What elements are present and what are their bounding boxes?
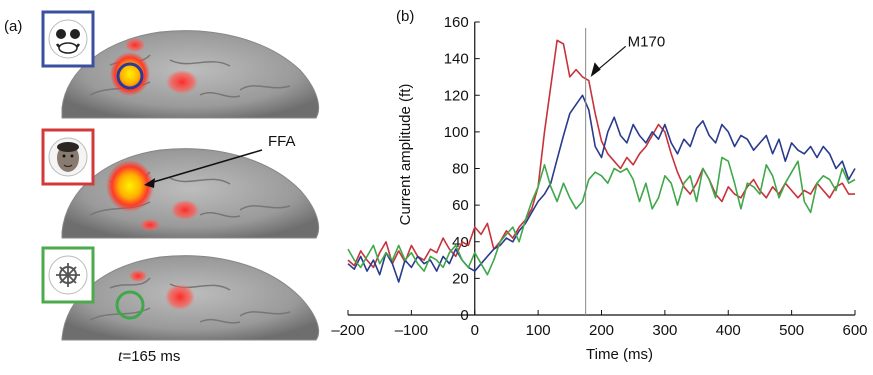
ship-wheel-icon	[41, 246, 95, 304]
x-tick-label: 200	[589, 322, 614, 339]
panel-a-label: (a)	[4, 18, 23, 35]
panel-b-label: (b)	[396, 8, 415, 25]
face-photo-icon	[41, 128, 95, 186]
time-variable: t	[118, 348, 123, 365]
y-tick-label: 20	[452, 270, 469, 287]
x-tick-label: –200	[331, 322, 364, 339]
cartoon-face-icon	[41, 10, 95, 68]
series-line-2	[347, 156, 856, 276]
x-tick-label: 400	[716, 322, 741, 339]
brain-ship-wheel	[61, 255, 320, 341]
x-tick-label: 300	[652, 322, 677, 339]
y-axis-title: Current amplitude (ft)	[397, 84, 414, 226]
m170-arrowhead	[590, 62, 601, 77]
y-tick-label: 40	[452, 234, 469, 251]
series-line-1	[347, 94, 856, 283]
brain-cartoon-face	[61, 30, 320, 119]
x-tick-label: 0	[471, 322, 479, 339]
x-tick-label: –100	[395, 322, 428, 339]
y-tick-label: 100	[444, 124, 469, 141]
chart-axes: 0 20 40 60 80 100 120 140 160 –200 –100 0 100 200 300 4…	[331, 14, 867, 363]
y-tick-label: 120	[444, 87, 469, 104]
y-tick-label: 0	[460, 307, 468, 324]
x-tick-label: 100	[526, 322, 551, 339]
ffa-label: FFA	[268, 133, 296, 150]
y-tick-label: 80	[452, 161, 469, 178]
x-tick-label: 600	[842, 322, 867, 339]
brain-panel: FFA	[41, 10, 320, 341]
y-tick-label: 140	[444, 51, 469, 68]
time-value: =165 ms	[122, 348, 181, 365]
time-label: t=165 ms	[118, 348, 180, 366]
x-axis-title: Time (ms)	[586, 346, 653, 363]
y-tick-label: 160	[444, 14, 469, 31]
chart-annotation: M170	[585, 28, 666, 315]
y-tick-label: 60	[452, 197, 469, 214]
x-tick-label: 500	[779, 322, 804, 339]
chart-series	[347, 39, 856, 283]
m170-label: M170	[628, 33, 666, 50]
ffa-annotation: FFA	[144, 133, 296, 188]
series-line-0	[347, 39, 855, 269]
